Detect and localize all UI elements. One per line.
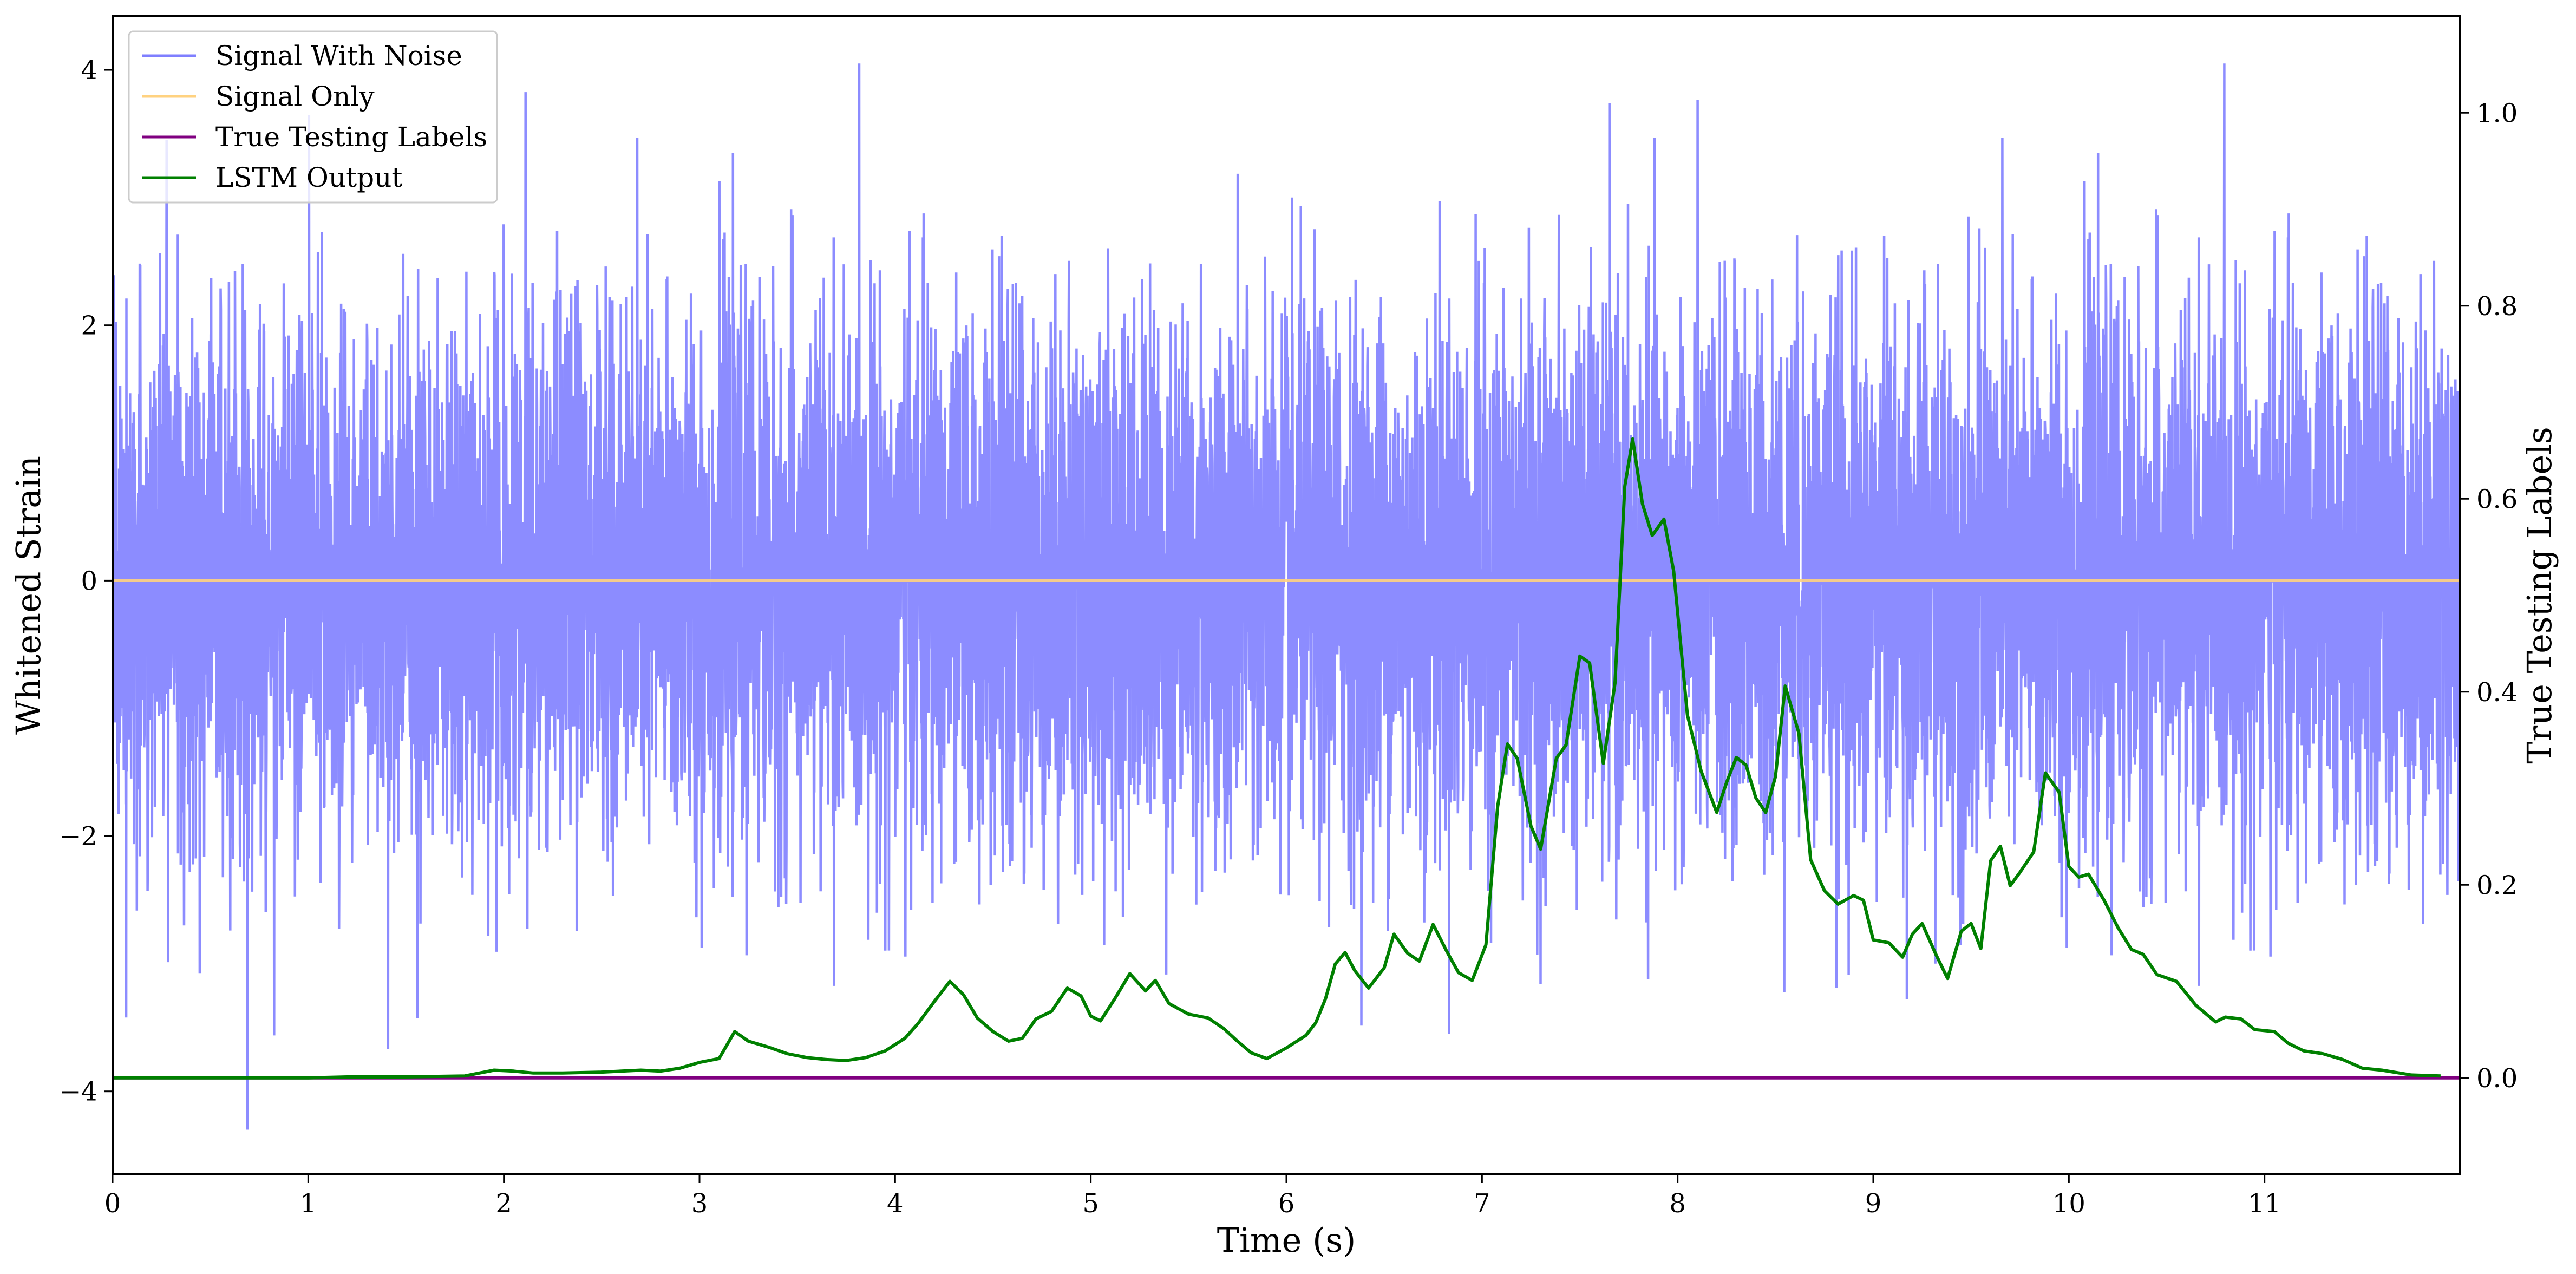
y-axis-left-title: Whitened Strain: [9, 456, 48, 735]
x-tick-label: 8: [1669, 1188, 1686, 1219]
x-tick-label: 0: [104, 1188, 121, 1219]
x-tick-label: 10: [2052, 1188, 2085, 1219]
y-left-tick-label: −2: [59, 821, 97, 852]
x-tick-label: 6: [1278, 1188, 1295, 1219]
x-tick-label: 5: [1082, 1188, 1099, 1219]
legend-box: [128, 30, 498, 204]
y-right-tick-label: 0.0: [2476, 1063, 2518, 1094]
x-tick-label: 2: [495, 1188, 512, 1219]
x-tick-label: 1: [300, 1188, 317, 1219]
series-signal-with-noise-line: [113, 63, 2460, 1130]
x-tick-label: 7: [1474, 1188, 1490, 1219]
legend-label-lstm-output: LSTM Output: [215, 162, 402, 193]
x-tick-label: 3: [691, 1188, 708, 1219]
x-axis: 0 1 2 3 4 5 6 7 8 9 10 11: [104, 1174, 2281, 1219]
legend-label-signal-with-noise: Signal With Noise: [215, 40, 462, 71]
y-axis-right: 0.0 0.2 0.4 0.6 0.8 1.0: [2460, 98, 2518, 1094]
legend-label-signal-only: Signal Only: [215, 81, 375, 112]
y-left-tick-label: 4: [81, 55, 97, 86]
legend-label-true-testing-labels: True Testing Labels: [215, 121, 487, 153]
y-left-tick-label: 0: [81, 566, 97, 596]
y-right-tick-label: 0.4: [2476, 677, 2518, 708]
legend: Signal With Noise Signal Only True Testi…: [128, 30, 498, 204]
y-axis-right-title: True Testing Labels: [2520, 427, 2559, 764]
series-lstm-output-line: [113, 437, 2441, 1080]
y-right-tick-label: 0.8: [2476, 291, 2518, 322]
y-left-tick-label: 2: [81, 311, 97, 341]
y-right-tick-label: 1.0: [2476, 98, 2518, 128]
x-tick-label: 4: [887, 1188, 904, 1219]
y-axis-left: −4 −2 0 2 4: [59, 55, 113, 1107]
x-tick-label: 11: [2248, 1188, 2281, 1219]
x-axis-title: Time (s): [1217, 1220, 1356, 1260]
y-left-tick-label: −4: [59, 1077, 97, 1107]
y-right-tick-label: 0.6: [2476, 484, 2518, 514]
x-tick-label: 9: [1865, 1188, 1882, 1219]
plot-area: [113, 63, 2460, 1130]
y-right-tick-label: 0.2: [2476, 870, 2518, 900]
